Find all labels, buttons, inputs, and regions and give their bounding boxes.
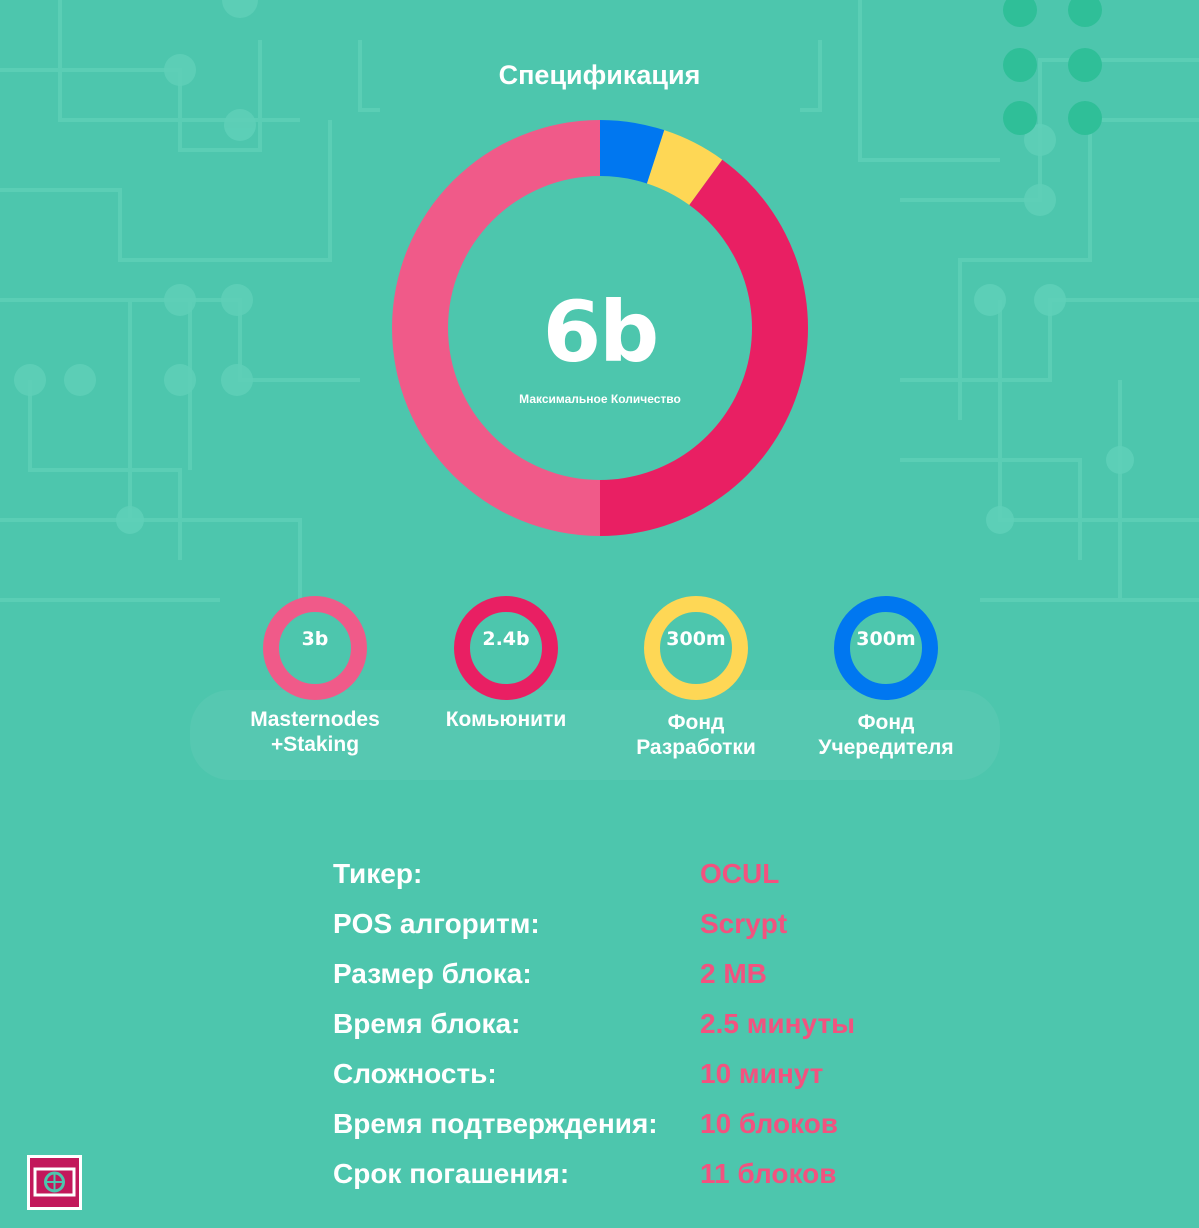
spec-key: Сложность:	[333, 1058, 497, 1089]
founder-fund-ring-icon	[834, 596, 938, 700]
legend-item-community: 2.4b Комьюнити	[386, 594, 626, 732]
legend-item-masternodes: 3b Masternodes +Staking	[195, 594, 435, 757]
spec-key: Тикер:	[333, 858, 423, 889]
legend-label: Фонд Учередителя	[818, 711, 954, 759]
community-ring-icon	[454, 596, 558, 700]
spec-value: OCUL	[700, 858, 780, 889]
spec-key: Срок погашения:	[333, 1158, 570, 1189]
legend-item-dev-fund: 300m Фонд Разработки	[576, 594, 816, 760]
app-logo-icon	[27, 1155, 82, 1210]
spec-key: Время блока:	[333, 1008, 521, 1039]
distribution-donut-chart	[392, 120, 808, 536]
max-supply-value: 6b	[542, 283, 660, 381]
donut-slice-0	[600, 120, 665, 184]
legend-value: 2.4b	[482, 628, 530, 650]
donut-slice-1	[646, 130, 723, 206]
legend-value: 300m	[856, 628, 916, 650]
spec-key: POS алгоритм:	[333, 908, 540, 939]
spec-value: Scrypt	[700, 908, 788, 939]
legend-glow	[190, 690, 1000, 780]
spec-value: 2.5 минуты	[700, 1008, 856, 1039]
legend-item-founder-fund: 300m Фонд Учередителя	[766, 594, 1006, 760]
legend-label: Комьюнити	[445, 708, 567, 731]
dev-fund-ring-icon	[644, 596, 748, 700]
spec-key: Размер блока:	[333, 958, 532, 989]
spec-value: 11 блоков	[700, 1158, 837, 1189]
spec-value: 10 минут	[700, 1058, 824, 1089]
legend-value: 300m	[666, 628, 726, 650]
legend-value: 3b	[301, 628, 329, 650]
spec-value: 2 MB	[700, 958, 767, 989]
donut-slice-3	[392, 120, 600, 536]
page-title: Спецификация	[498, 60, 701, 90]
spec-value: 10 блоков	[700, 1108, 839, 1139]
donut-slice-2	[600, 159, 808, 536]
max-supply-label: Максимальное Количество	[519, 392, 681, 406]
legend-label: Masternodes +Staking	[250, 708, 380, 756]
legend-label: Фонд Разработки	[636, 711, 756, 759]
masternodes-ring-icon	[263, 596, 367, 700]
spec-key: Время подтверждения:	[333, 1108, 658, 1139]
